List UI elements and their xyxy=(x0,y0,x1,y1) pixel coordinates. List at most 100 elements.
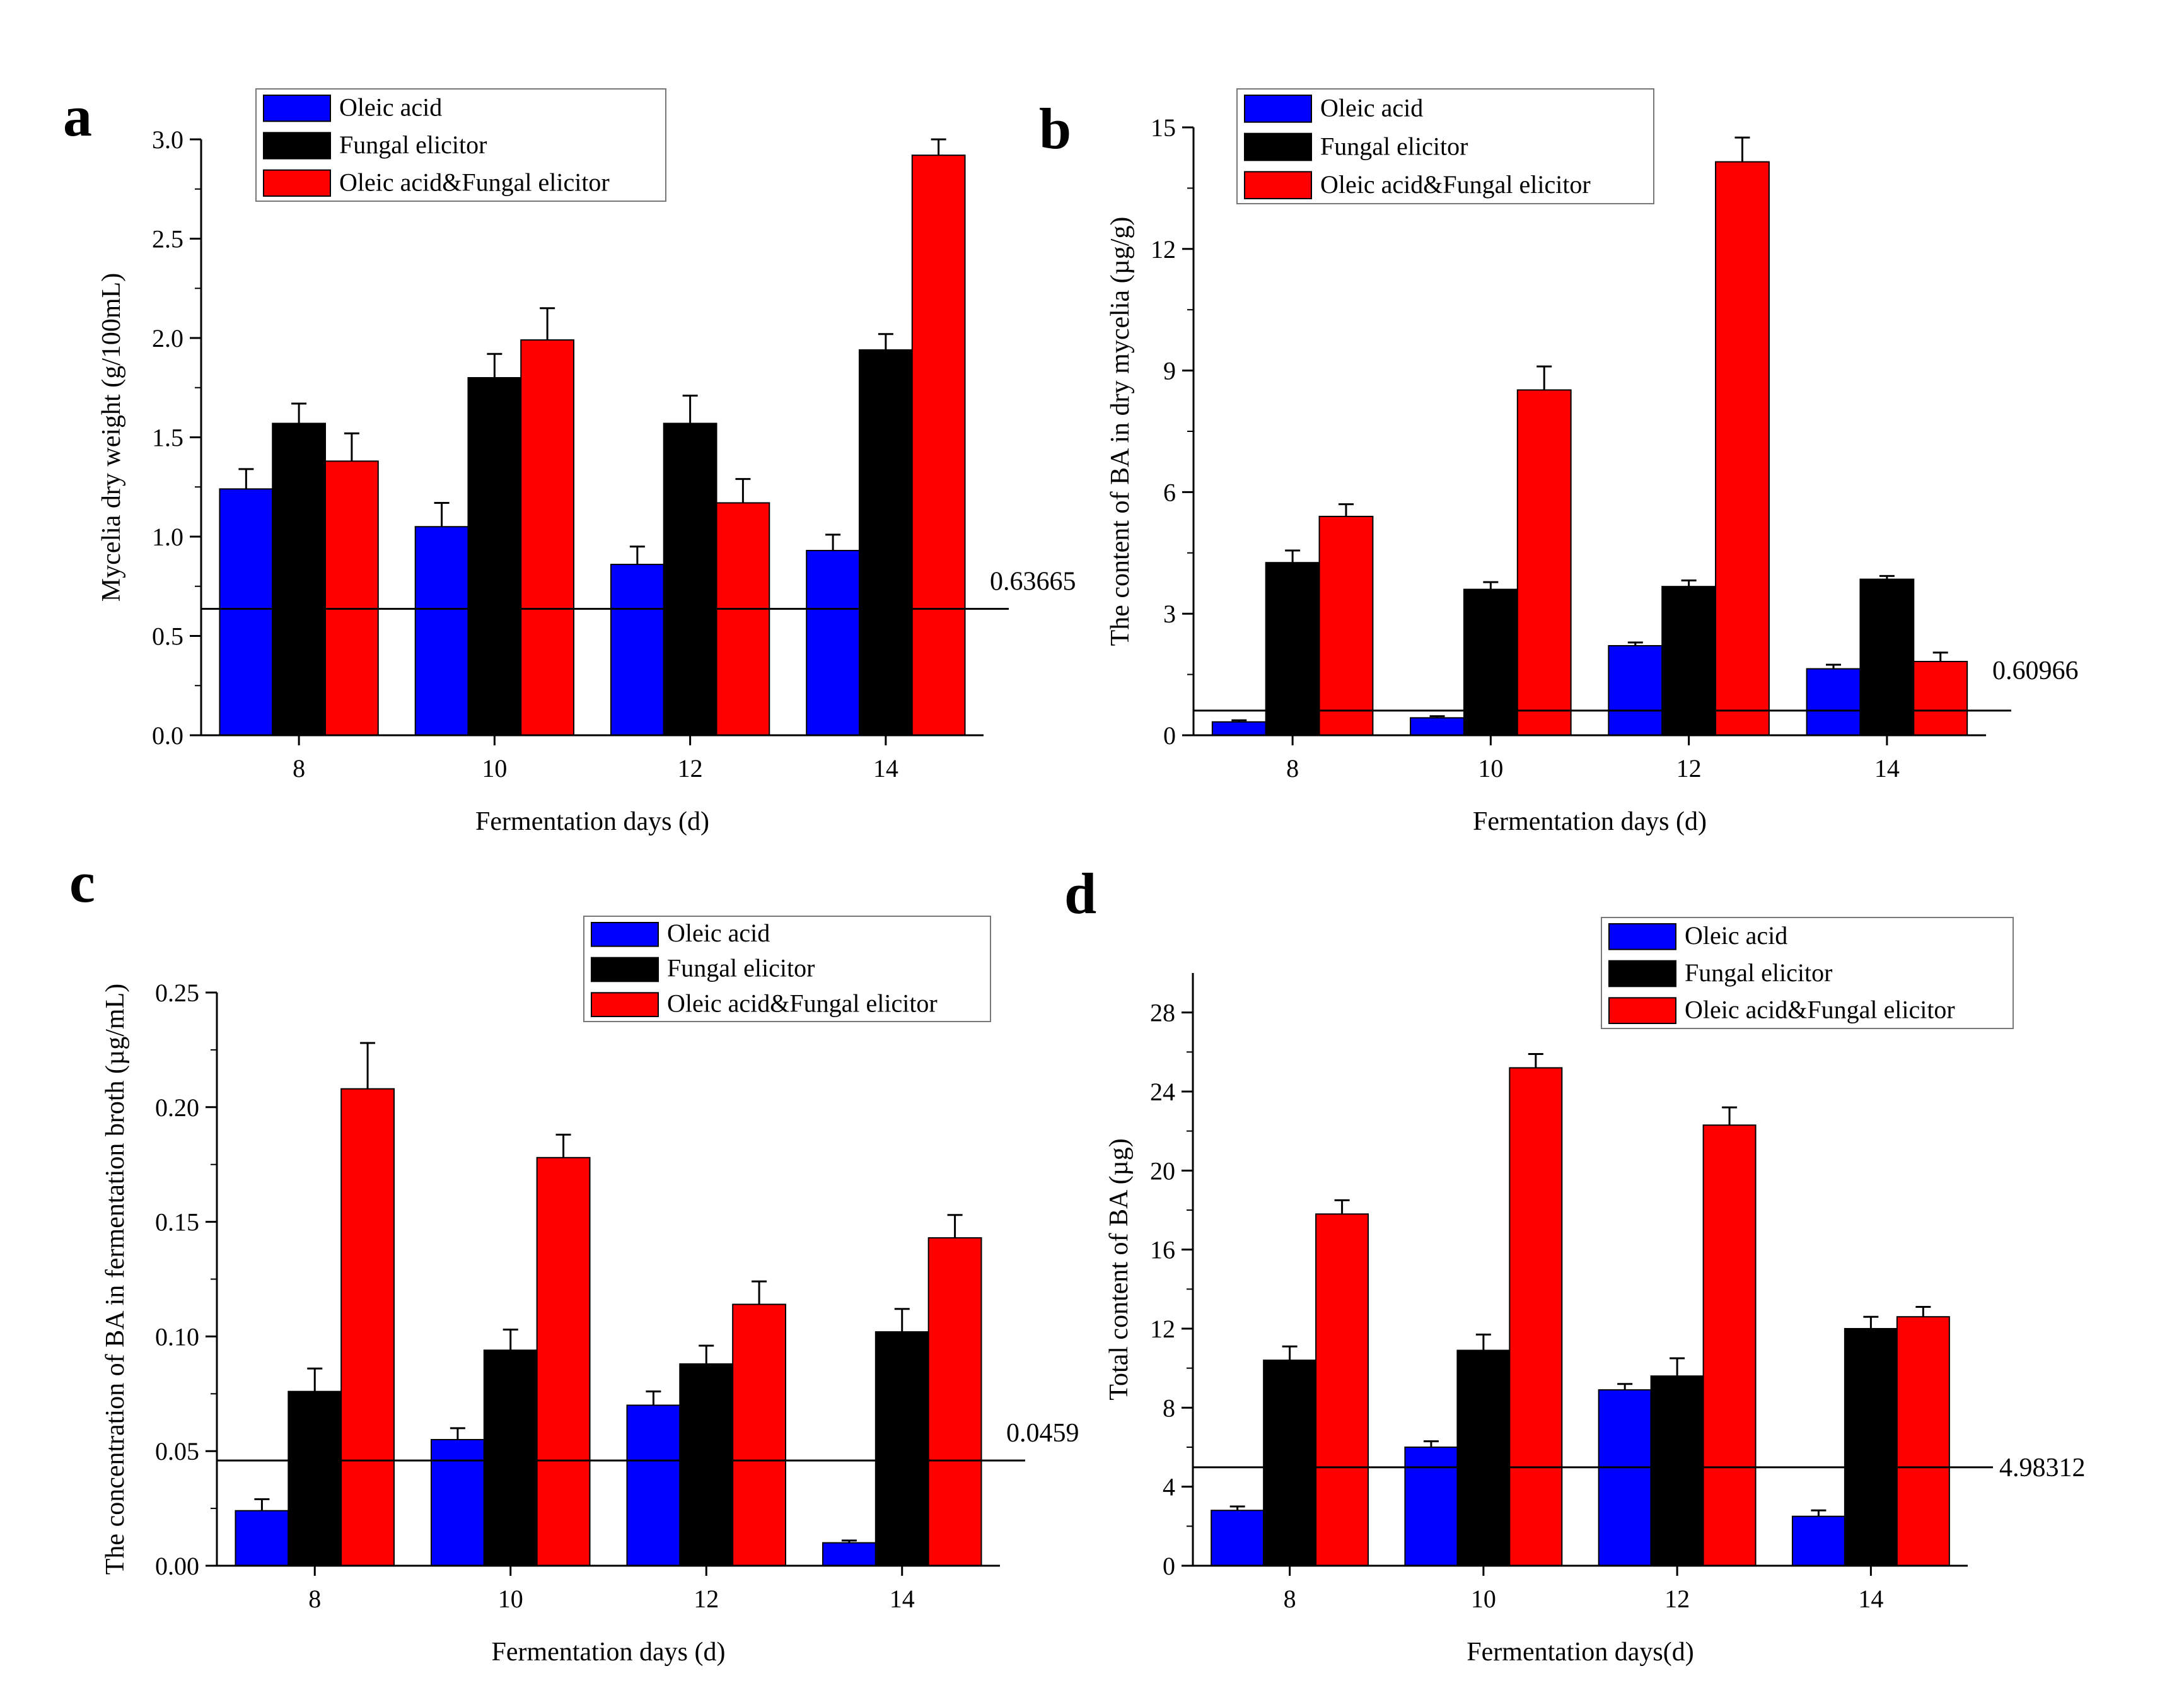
x-tick-label: 10 xyxy=(482,754,507,783)
bar xyxy=(911,154,966,736)
bar xyxy=(858,349,913,736)
y-axis-label: The content of BA in dry mycelia (µg/g) xyxy=(1106,217,1135,646)
y-tick-label: 9 xyxy=(1163,357,1176,385)
panel-letter: c xyxy=(69,850,95,914)
bar xyxy=(822,1542,876,1566)
bar xyxy=(520,339,575,736)
legend-label: Oleic acid xyxy=(339,93,442,122)
error-bar xyxy=(1826,663,1842,669)
y-tick-label: 2.5 xyxy=(152,225,183,253)
y-tick-label: 8 xyxy=(1163,1394,1175,1422)
y-tick-label: 4 xyxy=(1163,1473,1175,1501)
y-axis-label: Mycelia dry weight (g/100mL) xyxy=(97,273,126,602)
error-bar xyxy=(1429,715,1445,718)
y-tick-label: 12 xyxy=(1150,1315,1175,1343)
error-bar xyxy=(1863,1315,1879,1329)
bar xyxy=(1608,644,1663,736)
legend-swatch xyxy=(591,922,659,947)
legend: Oleic acid Fungal elicitor Oleic acid&Fung… xyxy=(1601,917,2014,1029)
bar xyxy=(626,1404,681,1566)
bar xyxy=(1315,1213,1369,1567)
legend-swatch xyxy=(1244,95,1312,123)
bar xyxy=(1598,1389,1652,1566)
y-axis-label: The concentration of BA in fermentation … xyxy=(101,984,130,1575)
error-bar xyxy=(629,545,645,565)
error-bar xyxy=(555,1133,571,1158)
bar xyxy=(219,488,274,737)
y-tick-label: 0.25 xyxy=(155,979,199,1007)
y-tick-label: 0 xyxy=(1163,1552,1175,1580)
chart-panel-b: b 0 3 6 9 12 15 8 10 12 14 Fermentation days (d) The… xyxy=(1039,88,2079,836)
x-tick-label: 14 xyxy=(1874,754,1900,783)
x-axis-label: Fermentation days (d) xyxy=(492,1638,726,1667)
x-tick-label: 14 xyxy=(890,1585,915,1613)
error-bar xyxy=(1475,1333,1491,1351)
bar xyxy=(1318,515,1374,737)
x-tick-label: 8 xyxy=(308,1585,321,1613)
bar xyxy=(1661,586,1717,737)
bar xyxy=(467,377,522,736)
bar xyxy=(1844,1328,1898,1566)
error-bar xyxy=(646,1390,661,1406)
error-bar xyxy=(450,1427,465,1440)
legend-label: Fungal elicitor xyxy=(667,954,815,982)
x-tick-label: 10 xyxy=(1478,754,1503,783)
y-tick-label: 0.10 xyxy=(155,1322,199,1351)
error-bar xyxy=(947,1214,963,1238)
bar xyxy=(430,1439,485,1567)
bar xyxy=(272,422,327,736)
x-tick-label: 14 xyxy=(873,754,898,783)
x-tick-label: 14 xyxy=(1858,1585,1883,1613)
x-axis-label: Fermentation days (d) xyxy=(1473,807,1707,836)
error-bar xyxy=(682,394,698,424)
error-bar xyxy=(344,432,359,462)
legend-label: Fungal elicitor xyxy=(1320,132,1468,160)
error-bar xyxy=(1670,1357,1685,1377)
error-bar xyxy=(1229,1505,1245,1511)
bar xyxy=(1410,717,1465,737)
bar xyxy=(874,1331,929,1566)
y-tick-label: 15 xyxy=(1151,114,1176,142)
x-tick-label: 12 xyxy=(1664,1585,1690,1613)
error-bar xyxy=(1627,641,1643,646)
error-bar xyxy=(894,1308,910,1332)
x-tick-label: 12 xyxy=(1676,754,1702,783)
x-tick-label: 10 xyxy=(1471,1585,1496,1613)
error-bar xyxy=(1528,1052,1543,1068)
y-tick-label: 12 xyxy=(1151,235,1176,264)
error-bar xyxy=(1681,580,1697,587)
legend-swatch xyxy=(263,132,331,160)
error-bar xyxy=(238,468,254,489)
bar xyxy=(927,1237,982,1566)
error-bar xyxy=(825,533,841,551)
bar xyxy=(325,460,379,736)
x-tick-label: 12 xyxy=(694,1585,719,1613)
chart-panel-a: a 0.0 0.5 1.0 1.5 2.0 2.5 3.0 8 10 12 14 Fermentatio… xyxy=(63,84,1076,836)
bar xyxy=(1806,668,1861,736)
legend-label: Oleic acid&Fungal elicitor xyxy=(339,168,610,196)
x-tick-label: 8 xyxy=(1286,754,1299,783)
x-tick-label: 8 xyxy=(1284,1585,1296,1613)
bar xyxy=(1211,1510,1265,1566)
y-tick-label: 3.0 xyxy=(152,125,183,154)
bar xyxy=(610,564,665,736)
panel-letter: d xyxy=(1064,861,1096,926)
panel-letter: a xyxy=(63,84,92,148)
reference-line-label: 0.63665 xyxy=(990,567,1076,596)
y-tick-label: 1.5 xyxy=(152,424,183,452)
error-bar xyxy=(1879,574,1895,580)
bar xyxy=(1404,1447,1458,1566)
bar xyxy=(235,1510,289,1567)
bar xyxy=(732,1303,787,1567)
bar xyxy=(1791,1515,1845,1567)
legend-label: Oleic acid&Fungal elicitor xyxy=(1685,996,1955,1024)
error-bar xyxy=(1722,1106,1738,1126)
error-bar xyxy=(291,402,307,424)
error-bar xyxy=(1734,136,1750,162)
legend-swatch xyxy=(1244,132,1312,161)
x-axis-label: Fermentation days (d) xyxy=(475,807,709,836)
legend-swatch xyxy=(1608,960,1676,987)
error-bar xyxy=(487,352,502,378)
bar xyxy=(1456,1349,1511,1566)
